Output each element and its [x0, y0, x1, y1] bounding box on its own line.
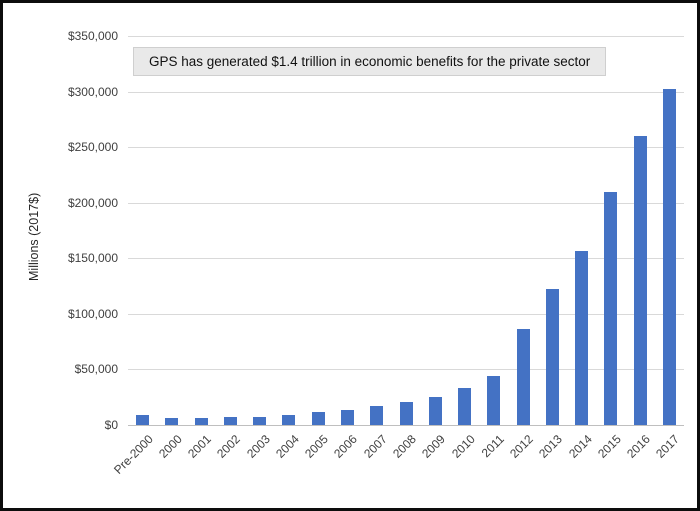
- gridline: [128, 91, 684, 93]
- bar-2000: [165, 418, 179, 425]
- y-tick-label: $350,000: [67, 29, 118, 43]
- bar-2014: [575, 250, 589, 425]
- bar-2017: [662, 89, 676, 425]
- bar-2016: [633, 136, 647, 425]
- bar-2008: [399, 401, 413, 425]
- bar-2004: [282, 415, 296, 425]
- bar-2010: [458, 388, 472, 425]
- y-tick-label: $300,000: [67, 84, 118, 99]
- x-axis-line: [128, 425, 684, 426]
- chart-title-box: GPS has generated $1.4 trillion in econo…: [133, 47, 607, 76]
- bar-2002: [223, 417, 237, 425]
- bar-2003: [253, 416, 267, 425]
- y-tick-label: $50,000: [74, 362, 118, 377]
- bar-2013: [545, 289, 559, 425]
- bar-2005: [311, 412, 325, 425]
- gridline: [128, 258, 684, 260]
- y-tick-label: $250,000: [67, 140, 118, 155]
- y-tick-label: $100,000: [67, 306, 118, 321]
- gridline: [128, 202, 684, 204]
- gridline: [128, 36, 684, 37]
- y-tick-label: $200,000: [67, 195, 118, 210]
- bar-2007: [370, 406, 384, 425]
- bar-2001: [194, 417, 208, 425]
- y-tick-label: $0: [104, 418, 118, 432]
- gridline: [128, 313, 684, 315]
- chart-title: GPS has generated $1.4 trillion in econo…: [149, 54, 591, 69]
- bar-2009: [428, 397, 442, 425]
- bar-2012: [516, 329, 530, 425]
- bar-2006: [340, 410, 354, 425]
- plot-area: [128, 36, 684, 426]
- gridline: [128, 147, 684, 149]
- y-tick-label: $150,000: [67, 251, 118, 266]
- bar-2011: [487, 376, 501, 425]
- bar-Pre-2000: [136, 415, 150, 425]
- gridline: [128, 369, 684, 371]
- bar-2015: [604, 191, 618, 425]
